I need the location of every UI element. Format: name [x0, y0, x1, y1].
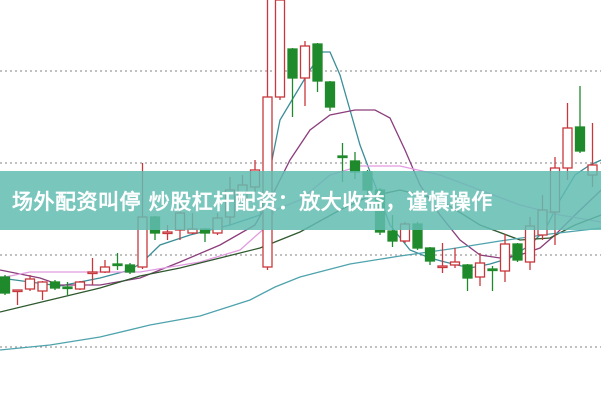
candle-up: [87, 271, 98, 275]
candle-down: [112, 263, 123, 267]
candle-down: [512, 243, 523, 261]
candle-up: [437, 265, 448, 269]
candle-up: [99, 266, 111, 273]
candle-down: [312, 43, 323, 82]
candle-up: [162, 231, 173, 235]
candle-down: [124, 264, 136, 273]
candle-up: [274, 0, 286, 98]
candle-up: [24, 278, 36, 290]
candle-down: [387, 230, 398, 242]
candle-up: [474, 262, 486, 278]
candle-up: [12, 289, 23, 293]
moving-average-line: [0, 227, 601, 351]
candle-down: [424, 247, 436, 262]
candle-up: [499, 243, 511, 272]
candle-down: [287, 48, 298, 79]
candle-down: [62, 286, 73, 290]
candle-up: [562, 127, 573, 169]
moving-average-line: [0, 51, 601, 287]
candle-down: [574, 126, 586, 152]
candle-up: [37, 281, 48, 292]
candle-down: [487, 268, 498, 272]
candle-down: [324, 81, 336, 108]
candle-down: [337, 155, 348, 159]
candle-down: [462, 264, 473, 279]
candle-up: [524, 225, 536, 263]
candle-down: [0, 276, 11, 294]
article-title: 场外配资叫停 炒股杠杆配资：放大收益，谨慎操作: [12, 189, 493, 214]
candle-up: [299, 45, 311, 79]
candle-up: [449, 261, 461, 266]
title-banner: 场外配资叫停 炒股杠杆配资：放大收益，谨慎操作: [0, 171, 601, 230]
candle-up: [74, 281, 86, 290]
candle-down: [49, 281, 61, 289]
